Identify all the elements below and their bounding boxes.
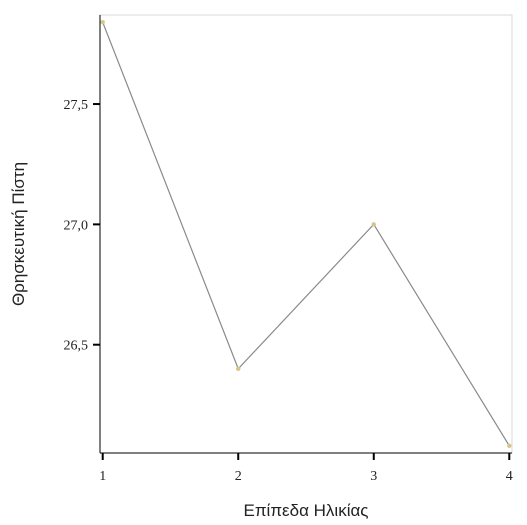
data-point — [371, 222, 376, 227]
data-point — [100, 20, 105, 25]
series-line — [102, 22, 510, 447]
x-tick-label: 4 — [506, 469, 513, 484]
chart-marks: 26,5 27,0 27,5 1 2 3 4 — [64, 20, 513, 484]
y-axis-label: Θρησκευτική Πίστη — [9, 162, 28, 306]
plot-frame — [99, 14, 513, 454]
y-tick-label: 27,0 — [64, 218, 89, 233]
x-tick-label: 1 — [99, 469, 106, 484]
data-point — [236, 366, 241, 371]
x-tick-label: 3 — [370, 469, 377, 484]
y-tick-label: 26,5 — [64, 339, 89, 354]
x-axis-label: Επίπεδα Ηλικίας — [243, 501, 368, 520]
data-point — [507, 443, 512, 448]
y-tick-label: 27,5 — [64, 98, 89, 113]
x-tick-label: 2 — [235, 469, 242, 484]
